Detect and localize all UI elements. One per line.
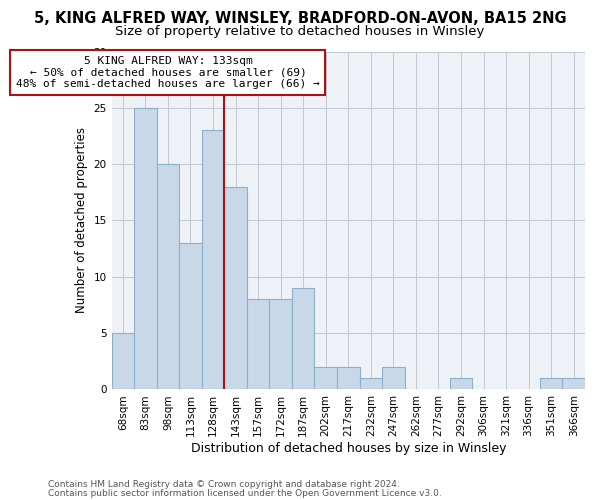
- Bar: [157, 164, 179, 390]
- Bar: [179, 243, 202, 390]
- Text: 5 KING ALFRED WAY: 133sqm
← 50% of detached houses are smaller (69)
48% of semi-: 5 KING ALFRED WAY: 133sqm ← 50% of detac…: [16, 56, 320, 89]
- Bar: [450, 378, 472, 390]
- Bar: [247, 300, 269, 390]
- Text: 5, KING ALFRED WAY, WINSLEY, BRADFORD-ON-AVON, BA15 2NG: 5, KING ALFRED WAY, WINSLEY, BRADFORD-ON…: [34, 11, 566, 26]
- Text: Contains HM Land Registry data © Crown copyright and database right 2024.: Contains HM Land Registry data © Crown c…: [48, 480, 400, 489]
- Bar: [359, 378, 382, 390]
- Bar: [540, 378, 562, 390]
- Text: Size of property relative to detached houses in Winsley: Size of property relative to detached ho…: [115, 25, 485, 38]
- Bar: [562, 378, 585, 390]
- Bar: [337, 367, 359, 390]
- Bar: [134, 108, 157, 390]
- Bar: [202, 130, 224, 390]
- Bar: [269, 300, 292, 390]
- Bar: [112, 333, 134, 390]
- Bar: [382, 367, 404, 390]
- Bar: [292, 288, 314, 390]
- Text: Contains public sector information licensed under the Open Government Licence v3: Contains public sector information licen…: [48, 488, 442, 498]
- Bar: [224, 186, 247, 390]
- Bar: [314, 367, 337, 390]
- Y-axis label: Number of detached properties: Number of detached properties: [75, 128, 88, 314]
- X-axis label: Distribution of detached houses by size in Winsley: Distribution of detached houses by size …: [191, 442, 506, 455]
